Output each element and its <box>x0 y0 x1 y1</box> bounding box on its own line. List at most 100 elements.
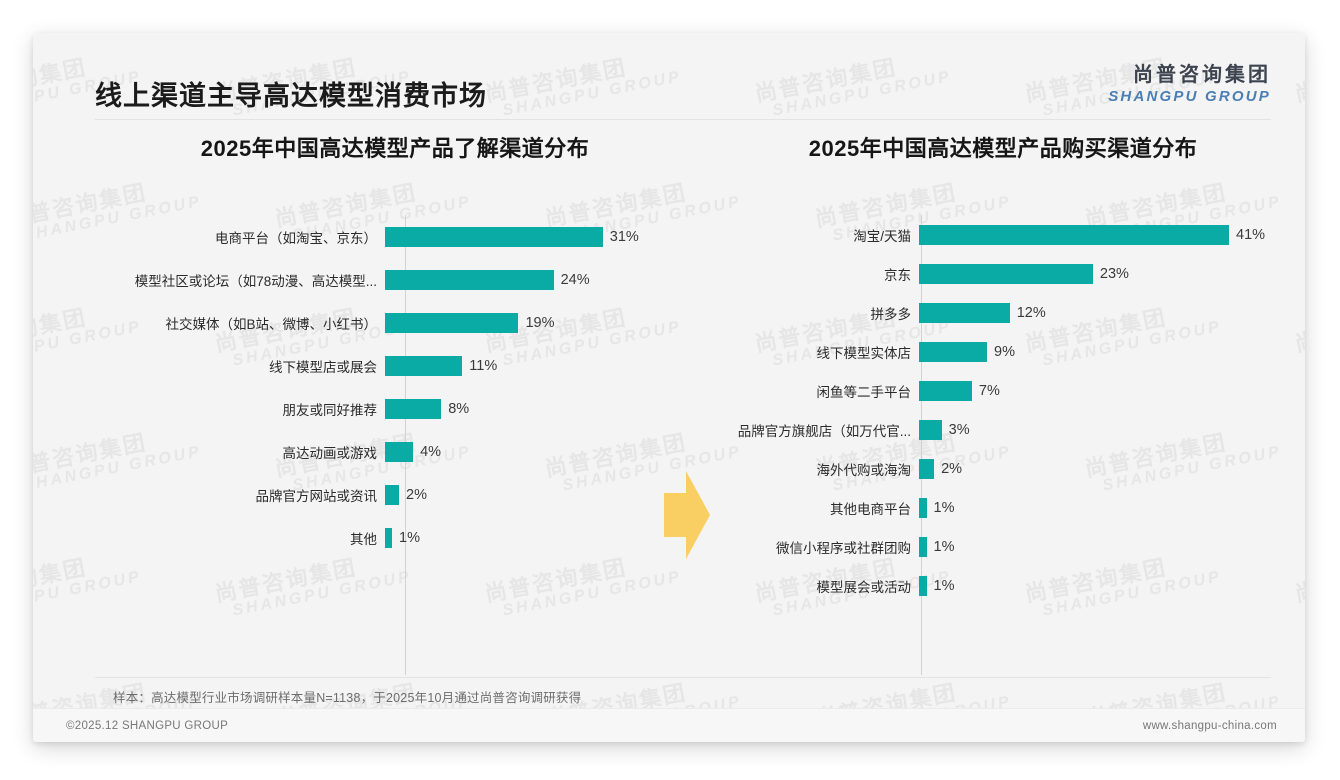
bar <box>385 441 414 462</box>
bar-rows-right: 淘宝/天猫 41% 京东 23% 拼多多 12% 线下模型实体店 9% 闲鱼等二手平台 7% 品牌官… <box>723 215 1283 605</box>
bar-category-label: 微信小程序或社群团购 <box>776 540 911 556</box>
bar <box>385 312 519 333</box>
bar-category-label: 高达动画或游戏 <box>282 445 378 461</box>
bar-track: 2% <box>385 484 695 505</box>
bar-track: 11% <box>385 355 695 376</box>
bar-value-label: 19% <box>525 314 555 331</box>
bar-value-label: 23% <box>1099 265 1129 282</box>
bar-track: 19% <box>385 312 695 333</box>
bar-value-label: 2% <box>406 486 428 503</box>
bar-row: 高达动画或游戏 4% <box>95 430 695 473</box>
bar-value-label: 11% <box>469 357 498 374</box>
bar-value-label: 1% <box>399 529 420 546</box>
bar-category-label: 品牌官方网站或资讯 <box>255 488 378 504</box>
bar-track: 41% <box>919 224 1283 245</box>
bar-track: 2% <box>919 458 1283 479</box>
bar-track: 31% <box>385 226 695 247</box>
bar-category-label: 电商平台（如淘宝、京东） <box>215 230 377 246</box>
chart-purchase-channels: 2025年中国高达模型产品购买渠道分布 淘宝/天猫 41% 京东 23% 拼多多 12% 线… <box>723 119 1283 699</box>
bar <box>385 398 442 419</box>
bar-row: 品牌官方旗舰店（如万代官... 3% <box>723 410 1283 449</box>
bar-category-label: 模型展会或活动 <box>816 579 912 595</box>
bar-track: 7% <box>919 380 1283 401</box>
bar-row: 社交媒体（如B站、微博、小红书） 19% <box>95 301 695 344</box>
bar-track: 1% <box>919 497 1283 518</box>
bar-row: 线下模型店或展会 11% <box>95 344 695 387</box>
bar <box>919 341 988 362</box>
bar-row: 线下模型实体店 9% <box>723 332 1283 371</box>
sample-note: 样本：高达模型行业市场调研样本量N=1138，于2025年10月通过尚普咨询调研… <box>113 691 582 705</box>
website-link[interactable]: www.shangpu-china.com <box>1142 719 1277 732</box>
bar <box>919 224 1229 245</box>
logo-english-text: SHANGPU GROUP <box>1108 88 1271 105</box>
bar-row: 模型展会或活动 1% <box>723 566 1283 605</box>
bar-value-label: 2% <box>941 460 963 477</box>
bar <box>385 355 463 376</box>
bar-track: 3% <box>919 419 1283 440</box>
bar-row: 模型社区或论坛（如78动漫、高达模型... 24% <box>95 258 695 301</box>
bar-category-label: 社交媒体（如B站、微博、小红书） <box>165 316 377 332</box>
slide-footer: ©2025.12 SHANGPU GROUP www.shangpu-china… <box>33 708 1305 742</box>
bar-value-label: 24% <box>560 271 590 288</box>
bar-rows-left: 电商平台（如淘宝、京东） 31% 模型社区或论坛（如78动漫、高达模型... 24% 社… <box>95 215 695 559</box>
y-axis-line-right <box>921 215 922 675</box>
bar <box>385 269 554 290</box>
chart-title-right: 2025年中国高达模型产品购买渠道分布 <box>808 136 1198 161</box>
bar <box>919 419 942 440</box>
bar-category-label: 品牌官方旗舰店（如万代官... <box>737 423 911 439</box>
footnote-divider <box>95 677 1271 678</box>
bar <box>385 484 400 505</box>
bar <box>919 458 935 479</box>
bar-value-label: 31% <box>609 228 639 245</box>
bar <box>919 536 927 557</box>
bar-row: 其他 1% <box>95 516 695 559</box>
bar-value-label: 41% <box>1236 226 1266 243</box>
chart-title-left: 2025年中国高达模型产品了解渠道分布 <box>200 136 590 161</box>
bar-row: 电商平台（如淘宝、京东） 31% <box>95 215 695 258</box>
bar-category-label: 闲鱼等二手平台 <box>816 384 912 400</box>
bar-category-label: 拼多多 <box>870 306 912 322</box>
bar-category-label: 京东 <box>884 267 911 283</box>
bar-category-label: 其他 <box>350 531 377 547</box>
bar-row: 微信小程序或社群团购 1% <box>723 527 1283 566</box>
bar-value-label: 7% <box>978 382 1000 399</box>
bar-category-label: 海外代购或海淘 <box>816 462 912 478</box>
bar-value-label: 12% <box>1016 304 1046 321</box>
bar <box>385 527 393 548</box>
page-title: 线上渠道主导高达模型消费市场 <box>95 81 487 111</box>
bar-category-label: 模型社区或论坛（如78动漫、高达模型... <box>134 273 377 289</box>
slide-header: 线上渠道主导高达模型消费市场 尚普咨询集团 SHANGPU GROUP <box>33 33 1305 119</box>
bar <box>919 302 1010 323</box>
bar <box>919 380 972 401</box>
slide-card: 尚普咨询集团 SHANGPU GROUP 尚普咨询集团 SHANGPU GROUP 尚普… <box>33 33 1305 742</box>
bar-category-label: 朋友或同好推荐 <box>282 402 378 418</box>
bar-row: 品牌官方网站或资讯 2% <box>95 473 695 516</box>
right-arrow-icon <box>660 467 712 563</box>
bar-track: 1% <box>919 536 1283 557</box>
plot-area-left: 电商平台（如淘宝、京东） 31% 模型社区或论坛（如78动漫、高达模型... 24% 社… <box>95 215 695 699</box>
bar <box>919 497 927 518</box>
charts-area: 2025年中国高达模型产品了解渠道分布 电商平台（如淘宝、京东） 31% 模型社区或… <box>33 119 1305 699</box>
bar-row: 淘宝/天猫 41% <box>723 215 1283 254</box>
bar <box>919 575 927 596</box>
bar-row: 其他电商平台 1% <box>723 488 1283 527</box>
bar-value-label: 1% <box>933 499 955 516</box>
bar <box>385 226 603 247</box>
bar-category-label: 其他电商平台 <box>830 501 911 517</box>
chart-awareness-channels: 2025年中国高达模型产品了解渠道分布 电商平台（如淘宝、京东） 31% 模型社区或… <box>95 119 695 699</box>
bar-value-label: 9% <box>994 343 1016 360</box>
bar-value-label: 1% <box>933 577 955 594</box>
bar-row: 京东 23% <box>723 254 1283 293</box>
logo-chinese-text: 尚普咨询集团 <box>1133 64 1271 86</box>
bar-row: 拼多多 12% <box>723 293 1283 332</box>
header-divider <box>95 119 1271 120</box>
bar-value-label: 8% <box>448 400 470 417</box>
bar-value-label: 1% <box>933 538 955 555</box>
bar-track: 1% <box>919 575 1283 596</box>
bar <box>919 263 1093 284</box>
bar-value-label: 4% <box>420 443 442 460</box>
bar-track: 1% <box>385 527 695 548</box>
bar-track: 24% <box>385 269 695 290</box>
bar-track: 12% <box>919 302 1283 323</box>
